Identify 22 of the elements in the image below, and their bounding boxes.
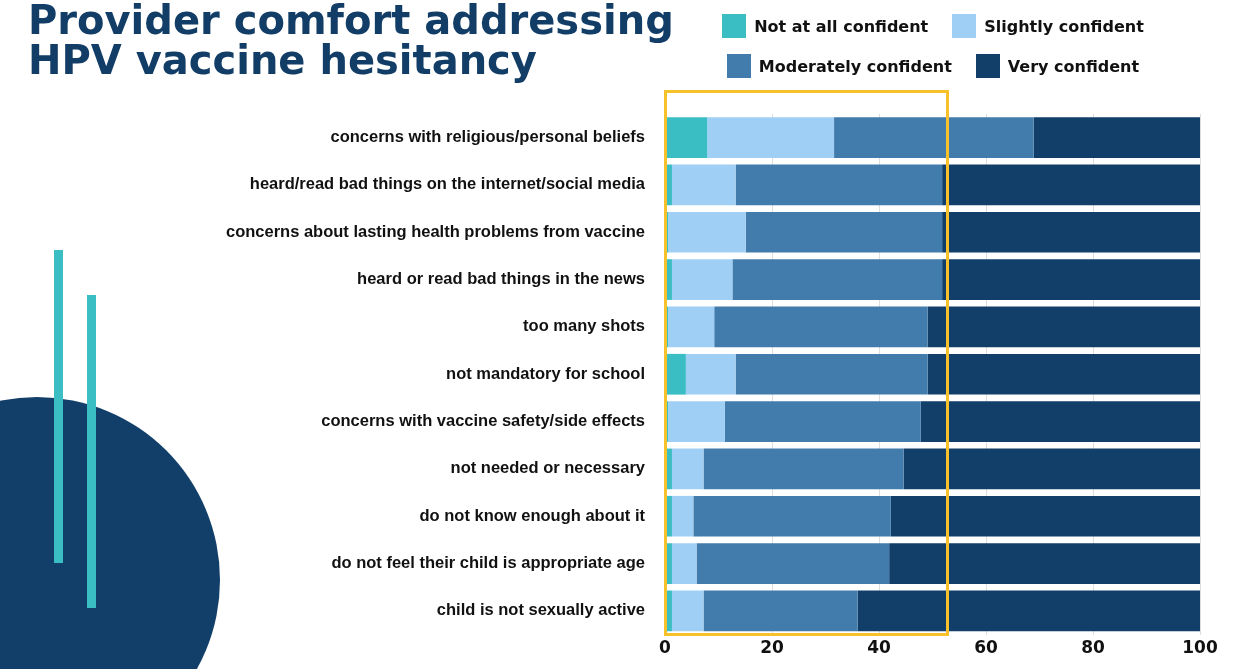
y-tick-label: heard/read bad things on the internet/social media [249,174,646,193]
x-tick-label: 60 [974,637,998,658]
y-tick-label: child is not sexually active [436,600,645,619]
y-tick-label: too many shots [523,316,645,335]
y-tick-label: heard or read bad things in the news [357,269,645,288]
y-tick-label: concerns about lasting health problems from vaccine [225,221,645,240]
x-tick-label: 0 [659,637,672,658]
legend-label: Slightly confident [984,16,1144,36]
chart-title: Provider comfort addressing HPV vaccine hesitancy [28,0,675,83]
y-tick-label: concerns with religious/personal beliefs [330,127,645,146]
x-tick-label: 20 [760,637,784,658]
legend-label: Moderately confident [758,56,952,76]
legend-label: Very confident [1007,56,1140,76]
x-tick-label: 100 [1182,637,1218,658]
y-tick-label: do not know enough about it [419,505,646,524]
legend-label: Not at all confident [754,16,929,36]
x-tick-label: 80 [1081,637,1105,658]
x-tick-label: 40 [867,637,891,658]
y-tick-label: not needed or necessary [450,458,646,477]
y-tick-label: concerns with vaccine safety/side effects [321,411,645,430]
y-tick-label: not mandatory for school [446,363,645,382]
y-tick-label: do not feel their child is appropriate age [331,553,645,572]
